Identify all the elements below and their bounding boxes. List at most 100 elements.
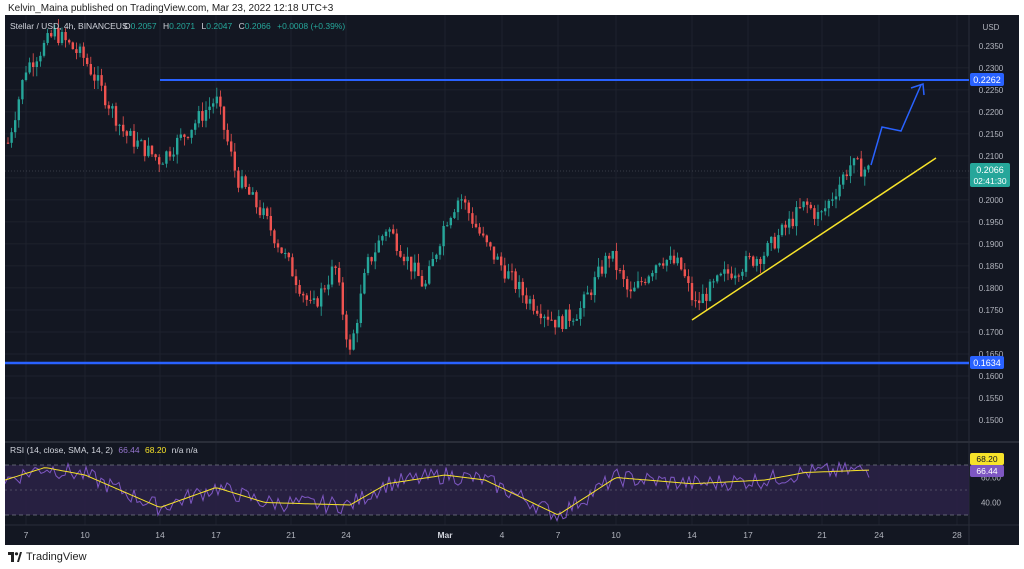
candle-body: [708, 281, 712, 301]
candle-body: [795, 207, 798, 227]
candle-body: [244, 176, 247, 187]
candle-body: [809, 204, 812, 209]
candle-body: [590, 292, 593, 296]
price-tick-label: 0.2300: [979, 64, 1004, 73]
rsi-pane[interactable]: RSI (14, close, SMA, 14, 2) 66.44 68.20 …: [4, 445, 1004, 522]
candle-body: [734, 275, 737, 279]
candle-body: [291, 257, 294, 277]
candle-body: [424, 283, 427, 287]
candle-body: [111, 106, 114, 109]
candle-body: [262, 208, 265, 216]
candle-body: [363, 272, 366, 294]
candle-body: [370, 257, 373, 262]
time-tick-label: 7: [556, 530, 561, 540]
candle-body: [64, 32, 67, 41]
price-tick-label: 0.1550: [979, 394, 1004, 403]
candlestick-series: [6, 19, 870, 355]
candle-body: [629, 289, 632, 292]
candle-body: [662, 263, 665, 266]
candle-body: [226, 129, 229, 142]
candle-body: [456, 200, 460, 213]
price-axis[interactable]: 0.2350 0.2300 0.2250 0.2200 0.2150 0.2100 0.20…: [979, 42, 1004, 425]
candle-body: [636, 281, 640, 288]
candle-body: [622, 270, 625, 280]
time-tick-label: 10: [611, 530, 621, 540]
time-axis[interactable]: 7 10 14 17 21 24 Mar 4 7 10 14 17 21 24 28: [24, 530, 962, 540]
candle-body: [528, 299, 532, 304]
candle-body: [402, 256, 406, 262]
candle-body: [669, 255, 672, 260]
candle-body: [46, 33, 49, 43]
candle-body: [438, 246, 442, 255]
candle-body: [514, 271, 517, 290]
candle-body: [446, 225, 449, 227]
candle-body: [593, 277, 596, 296]
candle-body: [345, 314, 348, 340]
candle-body: [269, 216, 272, 231]
rsi-legend: RSI (14, close, SMA, 14, 2) 66.44 68.20 …: [10, 445, 198, 455]
candle-body: [471, 213, 474, 224]
candle-body: [525, 295, 528, 304]
candle-body: [309, 299, 312, 301]
candle-body: [680, 257, 683, 270]
candle-body: [208, 106, 211, 111]
candle-body: [798, 207, 802, 209]
tradingview-brand[interactable]: TradingView: [8, 551, 87, 563]
candle-body: [651, 273, 654, 277]
ascending-trendline[interactable]: [691, 157, 937, 321]
candle-body: [748, 256, 751, 258]
candle-body: [802, 201, 805, 208]
candle-body: [104, 85, 107, 106]
candle-body: [158, 157, 161, 165]
candle-body: [150, 145, 154, 155]
time-tick-label: 28: [952, 530, 962, 540]
candle-body: [179, 134, 182, 138]
candle-body: [10, 132, 13, 143]
candle-body: [114, 106, 118, 126]
candle-body: [201, 111, 204, 121]
candle-body: [276, 243, 280, 248]
candle-body: [582, 294, 586, 309]
candle-body: [273, 230, 276, 244]
candle-body: [568, 309, 571, 321]
svg-text:0.2262: 0.2262: [973, 75, 1001, 85]
candle-body: [377, 240, 380, 253]
chart-panel[interactable]: USD 0.2350 0.2300 0.2250 0.2200 0.2150 0.2100…: [4, 15, 1019, 545]
candle-body: [737, 275, 740, 277]
symbol-legend[interactable]: Stellar / USD, 4h, BINANCEUS O0.2057 H0.…: [10, 21, 345, 31]
candle-body: [489, 242, 492, 247]
candle-body: [752, 256, 755, 266]
candle-body: [32, 62, 35, 68]
candle-body: [507, 271, 510, 279]
candle-body: [338, 267, 341, 283]
candle-body: [294, 276, 298, 286]
time-tick-label: 21: [286, 530, 296, 540]
candle-body: [50, 33, 53, 37]
rsi-sma-badge: 68.20: [970, 453, 1004, 465]
candle-body: [615, 250, 618, 271]
candle-body: [125, 131, 128, 136]
chart-svg[interactable]: USD 0.2350 0.2300 0.2250 0.2200 0.2150 0.2100…: [4, 15, 1019, 545]
candle-body: [723, 269, 726, 274]
candle-body: [474, 223, 478, 228]
projection-path[interactable]: [870, 84, 922, 166]
candle-body: [759, 259, 762, 264]
candle-body: [172, 154, 175, 157]
candle-body: [597, 266, 600, 278]
brand-label: TradingView: [26, 551, 87, 563]
candle-body: [557, 316, 560, 328]
candle-body: [284, 252, 287, 254]
candle-body: [453, 212, 456, 218]
candle-body: [327, 284, 330, 290]
candle-body: [53, 28, 56, 37]
candle-body: [334, 266, 337, 268]
svg-text:68.20: 68.20: [976, 454, 998, 464]
price-tick-label: 0.2150: [979, 130, 1004, 139]
candle-body: [132, 130, 136, 147]
candle-body: [543, 316, 546, 319]
rsi-sma-line: [4, 467, 870, 516]
price-tick-label: 0.1750: [979, 306, 1004, 315]
price-tick-label: 0.1650: [979, 350, 1004, 359]
candle-body: [42, 42, 46, 56]
candle-body: [410, 256, 413, 272]
